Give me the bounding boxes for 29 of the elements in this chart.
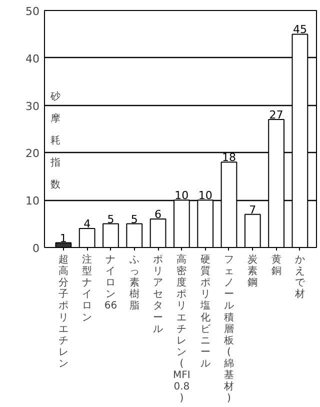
category-label: 超高分子ポリエチレン xyxy=(58,254,68,370)
x-tick-label: 炭素鋼 xyxy=(248,254,258,289)
x-tick-label: かえで材 xyxy=(294,254,306,300)
data-label: 4 xyxy=(84,218,91,231)
data-label: 45 xyxy=(292,23,307,36)
y-tick-label: 10 xyxy=(26,194,40,208)
x-tick-label: 注型ナイロン xyxy=(82,254,92,324)
x-tick-label: ナイロン66 xyxy=(104,254,118,312)
category-label: 高密度ポリエチレン(MFI 0.8) xyxy=(173,254,190,404)
y-tick-label: 0 xyxy=(32,242,40,255)
category-label: 硬質ポリ塩化ビニール xyxy=(200,254,210,370)
data-label: 18 xyxy=(222,151,236,164)
data-label: 5 xyxy=(130,212,138,226)
x-tick-label: ふっ素樹脂 xyxy=(128,254,140,312)
data-label: 10 xyxy=(198,189,212,202)
x-tick-label: 黄銅 xyxy=(271,254,282,278)
data-label: 1 xyxy=(60,232,67,245)
y-axis-title: 砂摩耗指数 xyxy=(50,90,60,190)
data-label: 7 xyxy=(249,203,256,216)
data-label: 6 xyxy=(154,208,162,222)
y-tick-label: 30 xyxy=(26,100,40,113)
y-tick-label: 40 xyxy=(26,52,40,66)
category-label: フェノール積層板(綿基材) xyxy=(224,254,234,404)
data-label: 5 xyxy=(107,212,114,226)
x-tick-label: ポリアセタール xyxy=(153,254,164,335)
data-label: 27 xyxy=(269,108,284,122)
y-tick-label: 50 xyxy=(26,5,40,18)
data-label: 10 xyxy=(174,189,189,202)
y-tick-label: 20 xyxy=(26,147,40,160)
